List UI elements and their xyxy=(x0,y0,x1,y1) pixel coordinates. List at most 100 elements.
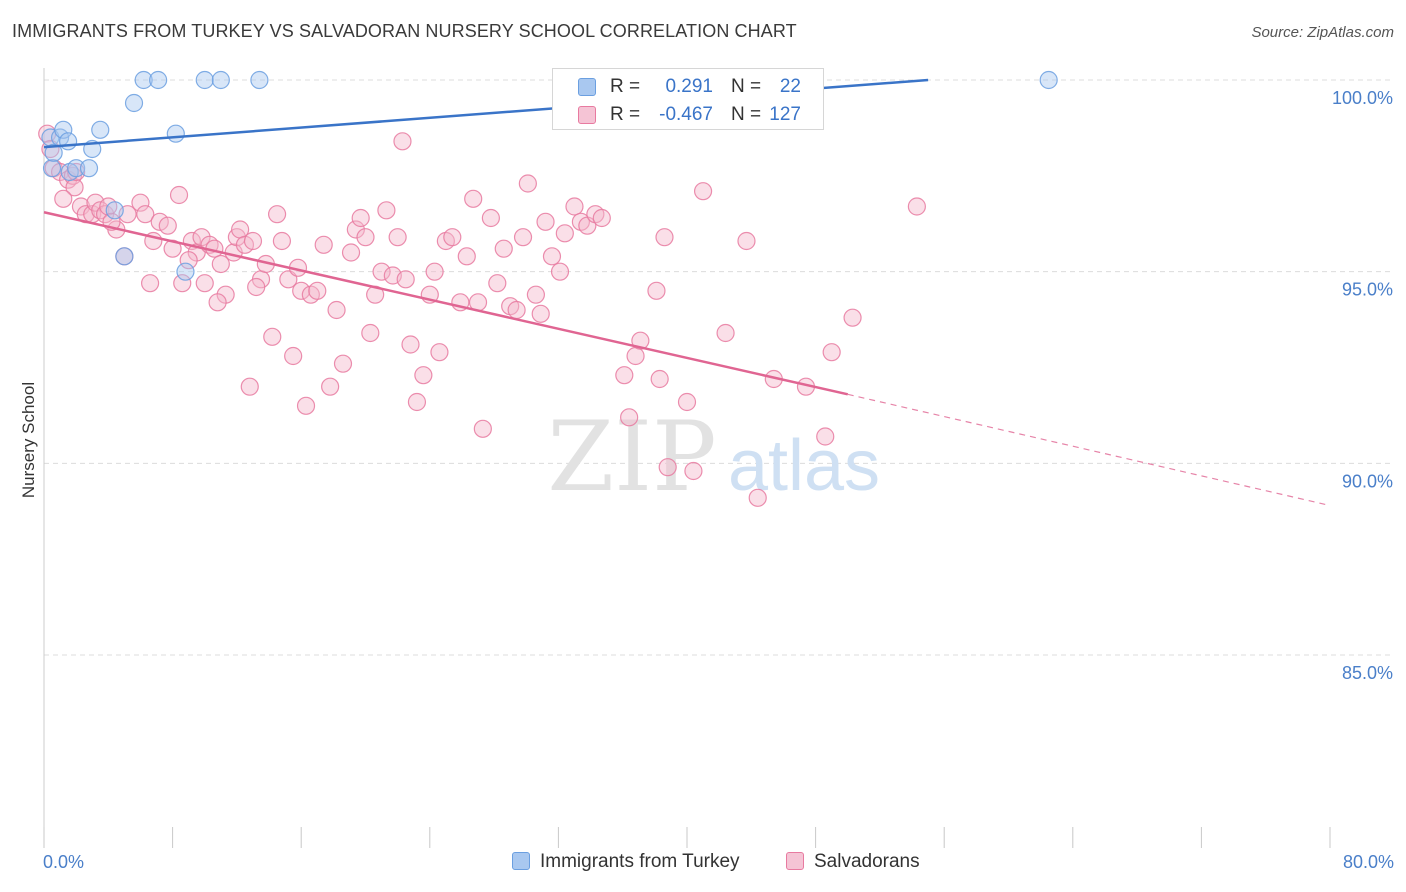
salvadorans-point xyxy=(377,201,396,220)
salvadorans-point xyxy=(333,354,353,373)
salvadorans-point xyxy=(658,458,677,477)
salvadorans-point xyxy=(131,193,150,212)
salvadorans-point xyxy=(372,262,391,281)
salvadorans-point xyxy=(443,228,462,247)
salvadorans-point xyxy=(401,335,420,354)
legend-swatch-turkey xyxy=(578,78,596,96)
salvadorans-point xyxy=(414,366,433,385)
salvadorans-point xyxy=(356,228,375,247)
chart-title: IMMIGRANTS FROM TURKEY VS SALVADORAN NUR… xyxy=(12,21,797,41)
turkey-point xyxy=(67,159,86,178)
salvadorans-point xyxy=(464,189,483,208)
legend-r-label: R = xyxy=(610,104,641,125)
turkey-point xyxy=(166,124,185,143)
salvadorans-point xyxy=(425,262,444,281)
watermark: ZIP atlas xyxy=(547,401,880,513)
salvadorans-point xyxy=(531,304,550,323)
salvadorans-point xyxy=(292,281,311,300)
legend-swatch-salvadorans xyxy=(578,106,596,124)
salvadorans-point xyxy=(321,377,340,396)
salvadorans-point xyxy=(296,396,316,415)
turkey-point xyxy=(1039,70,1058,90)
salvadorans-point xyxy=(346,220,365,239)
salvadorans-point xyxy=(430,343,449,362)
salvadorans-point xyxy=(748,488,767,507)
salvadorans-point xyxy=(536,212,555,231)
legend-row-turkey: R = 0.291 N = 22 xyxy=(553,72,823,100)
salvadorans-point xyxy=(488,274,507,293)
salvadorans-point xyxy=(626,346,645,366)
salvadorans-point xyxy=(407,392,427,412)
salvadorans-point xyxy=(240,377,259,396)
salvadorans-point xyxy=(314,235,333,254)
salvadorans-point xyxy=(494,239,513,258)
salvadorans-point xyxy=(272,231,292,251)
turkey-point xyxy=(195,70,214,90)
salvadorans-point xyxy=(243,231,263,251)
salvadorans-point xyxy=(211,254,230,274)
turkey-point xyxy=(105,201,124,220)
legend-n-label: N = xyxy=(731,76,762,97)
legend-n-value: 22 xyxy=(779,76,801,97)
salvadorans-point xyxy=(54,189,73,208)
salvadorans-point xyxy=(169,185,189,205)
salvadorans-point xyxy=(507,300,526,320)
legend-item-turkey[interactable]: Immigrants from Turkey xyxy=(512,851,740,873)
y-tick-label: 100.0% xyxy=(1332,88,1393,108)
salvadorans-point xyxy=(513,228,533,247)
salvadorans-point xyxy=(327,300,346,320)
watermark-atlas: atlas xyxy=(728,426,880,506)
axes xyxy=(43,68,1331,848)
salvadorans-point xyxy=(843,308,862,327)
x-tick-min: 0.0% xyxy=(43,852,85,872)
legend-swatch-turkey xyxy=(512,852,530,870)
salvadorans-point xyxy=(684,461,703,481)
salvadorans-point xyxy=(716,323,735,343)
turkey-point xyxy=(134,70,153,90)
turkey-point xyxy=(250,70,269,90)
salvadorans-point xyxy=(247,277,266,297)
turkey-point xyxy=(211,70,230,90)
legend-row-salvadorans: R = -0.467 N = 127 xyxy=(553,100,823,128)
legend-r-label: R = xyxy=(610,76,641,97)
salvadorans-point xyxy=(361,323,380,343)
x-tick-max: 80.0% xyxy=(1342,852,1394,872)
watermark-zip: ZIP xyxy=(547,401,716,513)
y-tick-labels: 100.0% 95.0% 90.0% 85.0% xyxy=(1332,88,1393,683)
salvadorans-point xyxy=(677,392,697,412)
y-axis-label: Nursery School xyxy=(19,381,38,499)
salvadorans-point xyxy=(457,247,476,266)
correlation-legend: R = 0.291 N = 22 R = -0.467 N = 127 xyxy=(552,68,824,130)
salvadorans-point xyxy=(650,369,669,389)
legend-item-salvadorans[interactable]: Salvadorans xyxy=(786,851,920,873)
salvadorans-point xyxy=(693,182,713,201)
salvadorans-point xyxy=(388,228,407,247)
salvadorans-point xyxy=(550,262,570,281)
salvadorans-point xyxy=(555,224,574,243)
turkey-point xyxy=(59,132,78,151)
turkey-points xyxy=(41,70,1058,281)
salvadorans-trend-line xyxy=(43,211,849,396)
salvadorans-point xyxy=(308,281,327,300)
salvadorans-point xyxy=(267,205,287,224)
salvadorans-point xyxy=(615,366,634,385)
legend-r-value: 0.291 xyxy=(665,76,713,97)
salvadorans-point xyxy=(565,197,584,216)
salvadorans-point xyxy=(737,231,756,251)
salvadorans-point xyxy=(822,343,841,362)
turkey-point xyxy=(115,247,134,266)
salvadorans-point xyxy=(816,427,835,446)
salvadorans-point xyxy=(136,205,155,224)
y-tick-label: 95.0% xyxy=(1342,280,1393,300)
turkey-point xyxy=(44,143,63,162)
legend-swatch-salvadorans xyxy=(786,852,804,870)
salvadorans-point xyxy=(631,331,650,350)
salvadorans-point xyxy=(173,274,192,293)
salvadorans-point xyxy=(592,208,611,228)
turkey-point xyxy=(91,120,110,139)
salvadorans-point xyxy=(526,285,545,304)
turkey-point xyxy=(54,120,73,139)
salvadorans-point xyxy=(393,132,412,151)
salvadorans-point xyxy=(158,216,177,235)
